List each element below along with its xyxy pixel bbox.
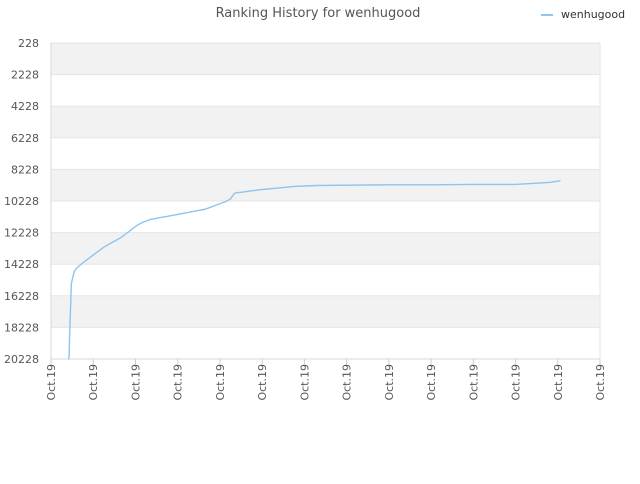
- series-line-wenhugood: [67, 180, 561, 360]
- y-tick-label: 16228: [4, 290, 39, 303]
- legend[interactable]: wenhugood: [541, 8, 625, 21]
- x-tick-label: Oct.19: [510, 364, 523, 401]
- series-layer: [67, 180, 561, 360]
- grid-bands: [51, 43, 600, 328]
- x-tick-label: Oct.19: [425, 364, 438, 401]
- x-tick-label: Oct.19: [172, 364, 185, 401]
- grid-band: [51, 232, 600, 265]
- y-tick-label: 12228: [4, 227, 39, 240]
- y-tick-label: 4228: [11, 100, 39, 113]
- y-tick-label: 10228: [4, 195, 39, 208]
- chart-title: Ranking History for wenhugood: [216, 6, 421, 21]
- y-tick-label: 228: [18, 37, 39, 50]
- y-tick-label: 2228: [11, 69, 39, 82]
- x-tick-label: Oct.19: [383, 364, 396, 401]
- legend-label: wenhugood: [561, 8, 625, 21]
- x-tick-label: Oct.19: [467, 364, 480, 401]
- x-tick-label: Oct.19: [298, 364, 311, 401]
- axes: 228 2228 4228 6228 8228 10228 12228 14228 16228 1…: [4, 37, 607, 401]
- y-tick-label: 6228: [11, 132, 39, 145]
- y-tick-label: 20228: [4, 353, 39, 366]
- x-tick-label: Oct.19: [341, 364, 354, 401]
- x-tick-label: Oct.19: [214, 364, 227, 401]
- y-tick-label: 18228: [4, 321, 39, 334]
- y-tick-label: 14228: [4, 258, 39, 271]
- grid-band: [51, 106, 600, 138]
- y-tick-label: 8228: [11, 163, 39, 176]
- grid-band: [51, 295, 600, 328]
- x-tick-label: Oct.19: [45, 364, 58, 401]
- x-tick-label: Oct.19: [129, 364, 142, 401]
- grid-band: [51, 43, 600, 75]
- x-tick-label: Oct.19: [552, 364, 565, 401]
- x-tick-label: Oct.19: [594, 364, 607, 401]
- x-tick-label: Oct.19: [256, 364, 269, 401]
- grid-lines: [51, 42, 600, 360]
- x-tick-label: Oct.19: [87, 364, 100, 401]
